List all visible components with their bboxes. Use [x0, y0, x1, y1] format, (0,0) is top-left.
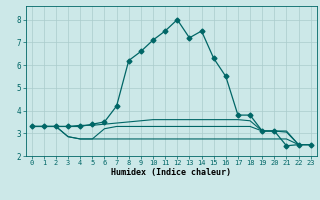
X-axis label: Humidex (Indice chaleur): Humidex (Indice chaleur)	[111, 168, 231, 177]
